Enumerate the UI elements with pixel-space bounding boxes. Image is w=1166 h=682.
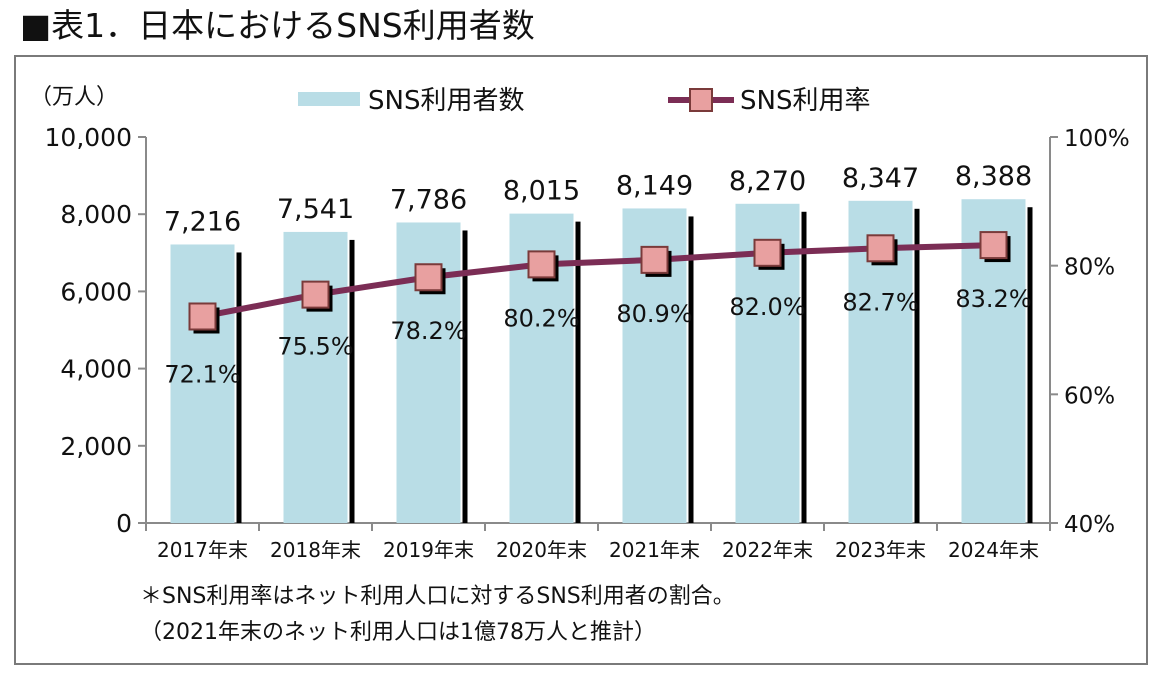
rate-marker [979,231,1008,260]
x-tick-label: 2022年末 [722,538,813,562]
x-tick-label: 2018年末 [270,538,361,562]
bar-value-label: 8,347 [842,163,919,194]
left-tick-label: 4,000 [60,355,132,384]
rate-marker [866,234,895,263]
rate-marker [527,250,556,279]
bar-shadow [575,221,581,523]
legend-layer: SNS利用者数 SNS利用率 [298,86,870,116]
rate-marker [640,245,669,274]
bar-value-label: 7,216 [164,206,241,237]
x-tick-label: 2021年末 [609,538,700,562]
right-tick-label: 80% [1064,255,1115,281]
rate-value-label: 82.7% [842,288,918,316]
bar-value-label: 8,388 [955,161,1032,192]
left-tick-label: 2,000 [60,432,132,461]
bar-shadow [801,211,807,523]
rate-marker [753,238,782,267]
line-layer [188,231,1011,334]
bar-shadow [349,239,355,523]
x-tick-label: 2023年末 [835,538,926,562]
bar [170,244,235,523]
legend-bar-label: SNS利用者数 [368,86,524,116]
right-tick-label: 100% [1064,126,1130,152]
x-tick-label: 2017年末 [157,538,248,562]
left-tick-label: 6,000 [60,277,132,306]
bar-value-label: 7,541 [277,194,354,225]
bar-value-label: 8,149 [616,170,693,201]
left-tick-label: 8,000 [60,200,132,229]
rate-line [201,242,994,320]
left-tick-label: 0 [116,509,132,538]
bar-shadow [236,252,242,523]
rate-value-label: 80.2% [503,304,579,332]
rate-value-label: 80.9% [616,300,692,328]
legend-line-label: SNS利用率 [740,86,870,116]
left-tick-label: 10,000 [45,123,132,152]
left-axis-unit: （万人） [30,85,118,110]
bar-value-label: 7,786 [390,184,467,215]
x-tick-label: 2020年末 [496,538,587,562]
x-tick-label: 2024年末 [948,538,1039,562]
rate-value-label: 82.0% [729,293,805,321]
rate-marker [414,263,443,292]
right-tick-label: 40% [1064,512,1115,538]
x-tick-label: 2019年末 [383,538,474,562]
rate-value-label: 83.2% [955,285,1031,313]
rate-marker [188,302,217,331]
page-title: ■表1．日本におけるSNS利用者数 [20,6,535,45]
rate-value-label: 78.2% [390,317,466,345]
bar-shadow [1027,207,1033,523]
bar-shadow [462,230,468,524]
footnote-1: ＊SNS利用率はネット利用人口に対するSNS利用者の割合。 [140,584,735,609]
footnote-2: （2021年末のネット利用人口は1億78万人と推計） [140,620,656,645]
legend-bar-swatch [298,92,360,106]
right-tick-label: 60% [1064,383,1115,409]
bar-shadow [688,216,694,523]
bar-value-label: 8,015 [503,176,580,207]
bar [283,231,348,523]
rate-marker [301,280,330,309]
rate-value-label: 75.5% [277,333,353,361]
legend-line-marker [689,88,713,112]
bar-shadow [914,208,920,524]
bar-value-label: 8,270 [729,166,806,197]
labels-layer: 7,216 7,541 7,786 8,015 8,149 8,270 8,347 8,388… [164,161,1032,388]
rate-value-label: 72.1% [164,360,240,388]
